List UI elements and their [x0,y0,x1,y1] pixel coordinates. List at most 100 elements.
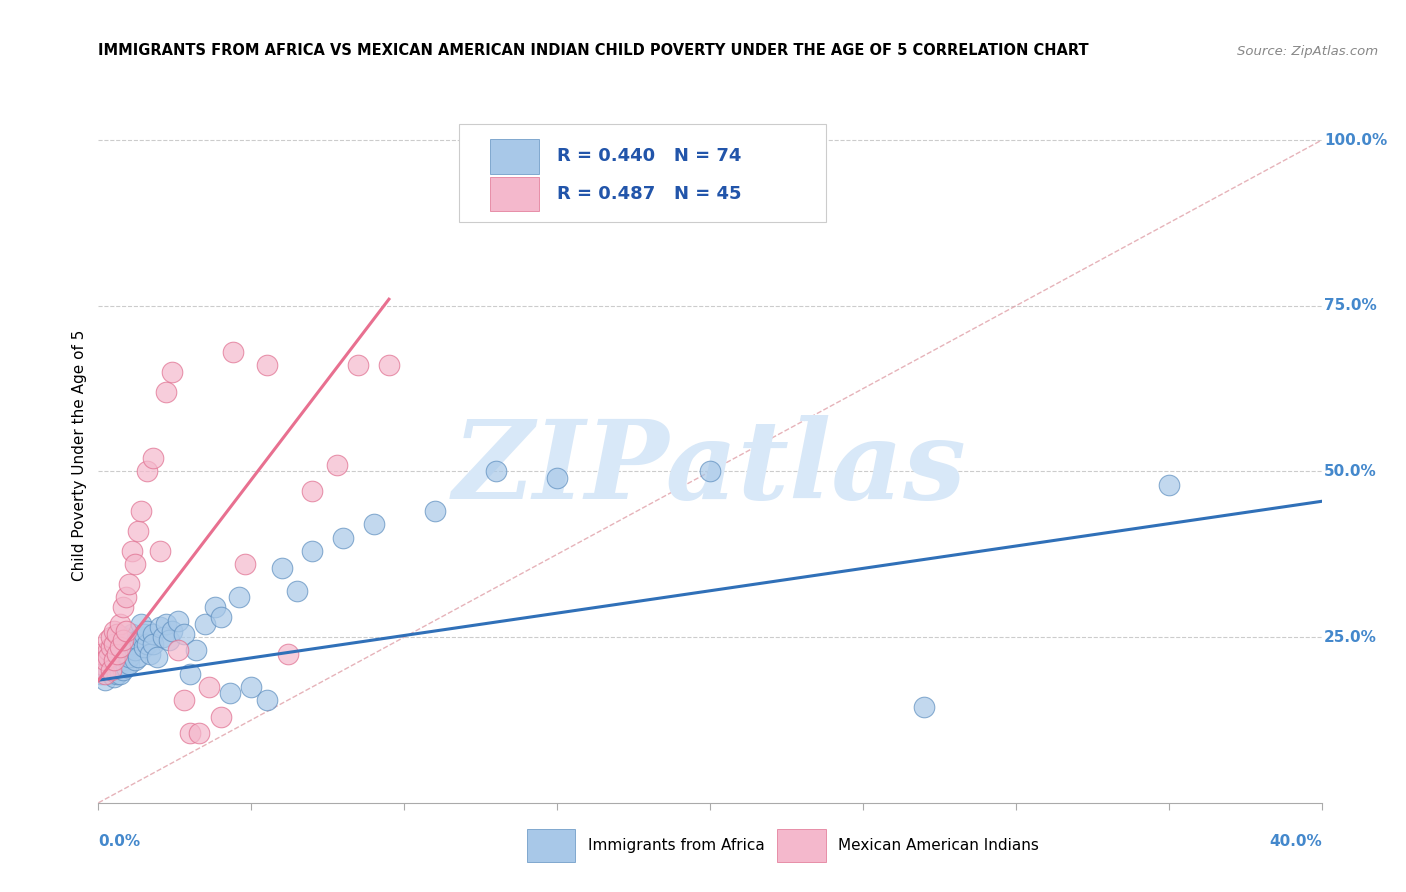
Point [204,600,226,615]
Point [363,517,385,532]
Point [173,693,195,707]
Point [347,359,370,373]
Point [115,660,138,674]
Point [124,558,146,572]
Point [93,666,115,681]
Point [103,653,125,667]
Point [121,544,143,558]
Point [149,544,172,558]
Point [100,647,122,661]
Point [111,630,134,644]
Point [115,640,138,654]
Point [111,600,134,615]
Point [546,471,568,485]
Point [93,673,115,688]
FancyBboxPatch shape [526,829,575,862]
Point [423,504,446,518]
Text: 50.0%: 50.0% [1324,464,1376,479]
Point [93,653,115,667]
Point [97,663,120,677]
Point [103,637,125,651]
Point [118,657,141,671]
Point [160,624,183,638]
Point [142,637,165,651]
Text: R = 0.487   N = 45: R = 0.487 N = 45 [557,185,741,203]
Point [97,650,120,665]
Point [699,465,721,479]
Point [127,633,149,648]
Point [108,616,131,631]
Point [129,616,152,631]
Point [97,633,120,648]
FancyBboxPatch shape [460,124,827,222]
Point [100,660,122,674]
Point [228,591,250,605]
Point [103,643,125,657]
Point [912,699,935,714]
Point [100,666,122,681]
Point [197,680,219,694]
Point [121,627,143,641]
Point [100,663,122,677]
Text: ZIPatlas: ZIPatlas [453,415,967,523]
Point [134,640,156,654]
Point [103,660,125,674]
Point [179,666,201,681]
Point [186,643,208,657]
Point [145,650,167,665]
Text: R = 0.440   N = 74: R = 0.440 N = 74 [557,147,741,165]
Point [134,627,156,641]
Point [160,365,183,379]
Point [127,650,149,665]
Point [240,680,263,694]
Point [124,653,146,667]
Point [105,650,128,665]
Point [209,610,232,624]
Point [115,591,138,605]
Point [139,647,162,661]
Point [118,643,141,657]
Point [485,465,508,479]
Point [121,637,143,651]
Y-axis label: Child Poverty Under the Age of 5: Child Poverty Under the Age of 5 [72,329,87,581]
Point [256,359,278,373]
Point [129,630,152,644]
Point [111,650,134,665]
Point [136,637,159,651]
Point [127,524,149,538]
Point [157,633,180,648]
Text: 100.0%: 100.0% [1324,133,1388,148]
Point [105,666,128,681]
Point [326,458,349,472]
Point [167,614,190,628]
Point [108,637,131,651]
Point [105,627,128,641]
Point [111,633,134,648]
Point [209,709,232,723]
Point [103,624,125,638]
Point [256,693,278,707]
Point [301,484,323,499]
Point [108,640,131,654]
FancyBboxPatch shape [489,177,538,211]
Point [378,359,401,373]
Point [194,616,217,631]
Point [270,560,292,574]
Point [301,544,323,558]
Point [105,647,128,661]
Point [222,345,245,359]
Point [179,726,201,740]
Point [136,465,159,479]
Text: IMMIGRANTS FROM AFRICA VS MEXICAN AMERICAN INDIAN CHILD POVERTY UNDER THE AGE OF: IMMIGRANTS FROM AFRICA VS MEXICAN AMERIC… [98,43,1090,58]
Point [285,583,308,598]
Point [105,640,128,654]
Point [90,657,112,671]
Text: 0.0%: 0.0% [98,834,141,849]
Point [103,670,125,684]
Text: Source: ZipAtlas.com: Source: ZipAtlas.com [1237,45,1378,58]
Point [173,627,195,641]
Point [111,653,134,667]
Point [142,451,165,466]
Point [124,643,146,657]
Point [332,531,354,545]
